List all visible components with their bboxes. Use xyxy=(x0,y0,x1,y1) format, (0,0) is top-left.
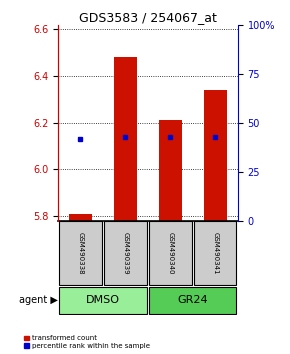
Text: GSM490340: GSM490340 xyxy=(167,232,173,275)
Legend: transformed count, percentile rank within the sample: transformed count, percentile rank withi… xyxy=(24,335,151,350)
Text: GR24: GR24 xyxy=(177,295,208,305)
Title: GDS3583 / 254067_at: GDS3583 / 254067_at xyxy=(79,11,217,24)
Bar xyxy=(104,221,146,285)
Text: agent ▶: agent ▶ xyxy=(19,295,58,305)
Text: DMSO: DMSO xyxy=(86,295,120,305)
Bar xyxy=(149,221,191,285)
Bar xyxy=(59,221,102,285)
Bar xyxy=(159,120,182,221)
Bar xyxy=(204,90,226,221)
Bar xyxy=(149,287,236,314)
Bar xyxy=(114,57,137,221)
Bar xyxy=(194,221,236,285)
Text: GSM490338: GSM490338 xyxy=(77,232,84,275)
Bar xyxy=(59,287,146,314)
Text: GSM490341: GSM490341 xyxy=(212,232,218,275)
Text: GSM490339: GSM490339 xyxy=(122,232,128,275)
Bar xyxy=(69,213,92,221)
